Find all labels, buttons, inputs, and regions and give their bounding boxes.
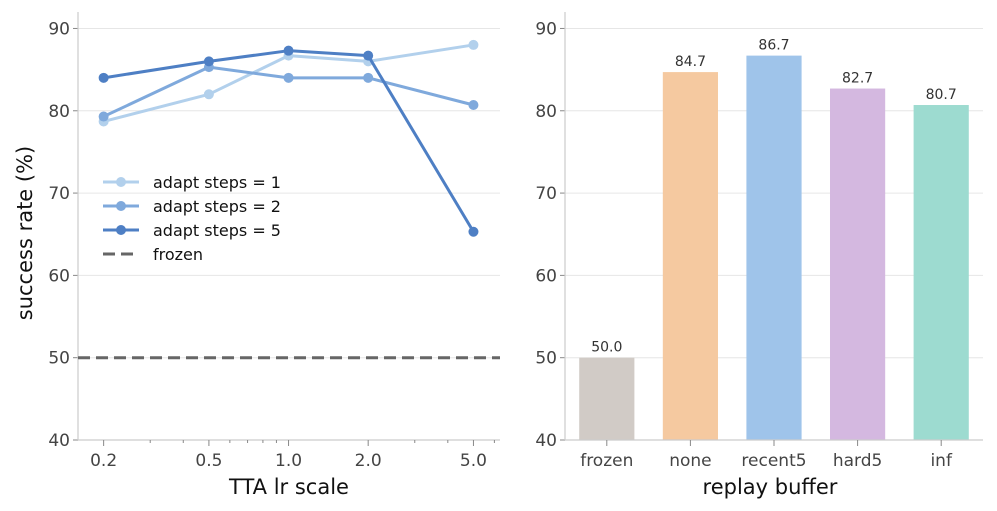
data-point bbox=[468, 39, 479, 50]
bar-recent5 bbox=[746, 55, 802, 440]
series-3 bbox=[98, 45, 479, 237]
data-point bbox=[203, 56, 214, 67]
left-x-tick-label: 2.0 bbox=[355, 451, 382, 471]
legend: adapt steps = 1 adapt steps = 2 adapt step… bbox=[103, 173, 281, 264]
left-y-tick-label: 70 bbox=[48, 184, 70, 204]
legend-marker bbox=[116, 201, 126, 211]
left-y-tick-label: 40 bbox=[48, 431, 70, 451]
replay-buffer-bar-chart: 50.0 84.7 86.7 82.7 80.7 40 50 60 70 80 90 frozen n… bbox=[535, 12, 983, 499]
right-y-tick-label: 90 bbox=[535, 19, 557, 39]
bars: 50.0 84.7 86.7 82.7 80.7 bbox=[579, 38, 969, 441]
right-axes bbox=[560, 12, 983, 446]
left-x-tick-label: 0.5 bbox=[195, 451, 222, 471]
bar-value-label: 50.0 bbox=[591, 340, 622, 356]
right-x-tick-label: inf bbox=[930, 451, 952, 471]
data-point bbox=[468, 100, 479, 111]
line-series bbox=[98, 39, 479, 237]
right-x-tick-label: hard5 bbox=[833, 451, 883, 471]
right-y-tick-label: 40 bbox=[535, 431, 557, 451]
data-point bbox=[98, 111, 109, 122]
legend-marker bbox=[116, 177, 126, 187]
left-y-tick-label: 50 bbox=[48, 349, 70, 369]
bar-value-label: 84.7 bbox=[675, 54, 706, 70]
bar-value-label: 86.7 bbox=[758, 38, 789, 54]
data-point bbox=[283, 45, 294, 56]
right-y-tick-label: 70 bbox=[535, 184, 557, 204]
legend-label: adapt steps = 5 bbox=[153, 221, 281, 240]
right-x-axis-label: replay buffer bbox=[703, 475, 838, 499]
data-point bbox=[203, 89, 214, 100]
legend-label: adapt steps = 1 bbox=[153, 173, 281, 192]
lr-scale-line-chart: 40 50 60 70 80 90 0.2 0.5 1.0 2.0 5.0 adapt steps … bbox=[13, 12, 500, 499]
right-x-tick-label: recent5 bbox=[741, 451, 806, 471]
bar-value-label: 82.7 bbox=[842, 71, 873, 87]
data-point bbox=[363, 72, 374, 83]
left-y-tick-label: 90 bbox=[48, 19, 70, 39]
bar-hard5 bbox=[830, 88, 886, 441]
right-x-tick-label: none bbox=[669, 451, 711, 471]
left-axes bbox=[73, 12, 500, 446]
right-tick-labels: 40 50 60 70 80 90 frozen none recent5 hard5 inf bbox=[535, 19, 953, 471]
left-x-tick-label: 5.0 bbox=[460, 451, 487, 471]
left-y-axis-label: success rate (%) bbox=[13, 146, 37, 321]
bar-value-label: 80.7 bbox=[926, 87, 957, 103]
left-x-tick-label: 1.0 bbox=[275, 451, 302, 471]
data-point bbox=[283, 72, 294, 83]
bar-none bbox=[662, 72, 718, 440]
right-y-tick-label: 50 bbox=[535, 349, 557, 369]
right-x-tick-label: frozen bbox=[580, 451, 633, 471]
legend-label: adapt steps = 2 bbox=[153, 197, 281, 216]
data-point bbox=[468, 226, 479, 237]
left-x-tick-label: 0.2 bbox=[90, 451, 117, 471]
left-x-axis-label: TTA lr scale bbox=[228, 475, 349, 499]
data-point bbox=[98, 72, 109, 83]
data-point bbox=[363, 50, 374, 61]
left-y-tick-label: 80 bbox=[48, 102, 70, 122]
legend-marker bbox=[116, 225, 126, 235]
left-y-tick-label: 60 bbox=[48, 266, 70, 286]
bar-frozen bbox=[579, 357, 635, 440]
right-y-tick-label: 60 bbox=[535, 266, 557, 286]
legend-label: frozen bbox=[153, 245, 203, 264]
left-grid bbox=[78, 27, 500, 441]
right-y-tick-label: 80 bbox=[535, 102, 557, 122]
bar-inf bbox=[913, 105, 969, 440]
left-tick-labels: 40 50 60 70 80 90 0.2 0.5 1.0 2.0 5.0 bbox=[48, 19, 487, 471]
